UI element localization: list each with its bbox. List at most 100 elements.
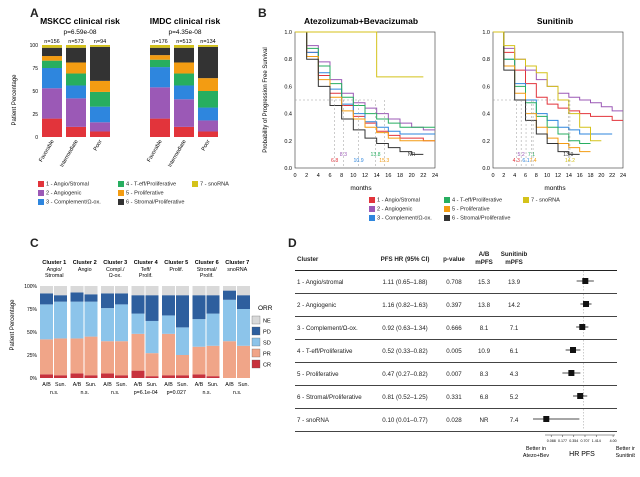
cell-ab: NR	[471, 408, 497, 432]
orr-bar-segment	[192, 346, 206, 375]
panel-b-ylabel: Probability of Progression Free Survival	[263, 47, 269, 152]
header-hr: PFS HR (95% CI)	[373, 248, 437, 271]
stacked-bar-segment	[150, 87, 170, 119]
left-note-line1: Better in	[526, 446, 546, 452]
cluster-name: Cluster 2	[73, 260, 97, 266]
x-tick-label: 16	[385, 173, 391, 179]
forest-header-row: Cluster PFS HR (95% CI) p-value A/B mPFS…	[295, 248, 617, 271]
cell-cluster: 2 - Angiogenic	[295, 293, 373, 317]
orr-bar-segment	[237, 286, 250, 296]
forest-row-plot	[576, 317, 589, 337]
cluster-pvalue: n.s.	[80, 390, 89, 396]
cell-ab: 13.8	[471, 293, 497, 317]
cell-p: 0.028	[437, 408, 471, 432]
cluster-subtitle: Teff/	[141, 267, 152, 273]
cell-sun: 7.1	[497, 316, 531, 340]
forest-axis-label: HR PFS	[569, 451, 595, 458]
orr-bar-segment	[176, 375, 189, 378]
atezo-title: Atezolizumab+Bevacizumab	[304, 16, 418, 26]
cluster-subtitle: Prolif.	[139, 273, 153, 279]
legend-swatch	[38, 199, 44, 205]
hr-point	[543, 416, 550, 422]
orr-bar-segment	[131, 286, 145, 296]
forest-row-plot	[580, 294, 592, 314]
orr-bar-segment	[176, 295, 189, 328]
stacked-bar-segment	[198, 131, 218, 137]
group-n-label: n=156	[44, 39, 59, 45]
cell-p: 0.331	[437, 385, 471, 409]
stacked-bar-segment	[198, 107, 218, 121]
orr-bar-segment	[237, 345, 250, 378]
cell-hr: 1.16 (0.82–1.63)	[373, 293, 437, 317]
sunitinib-title: Sunitinib	[537, 16, 573, 26]
group-n-label: n=513	[176, 39, 191, 45]
stacked-bar-segment	[66, 85, 86, 99]
stacked-bar-segment	[66, 126, 86, 137]
cluster-name: Cluster 7	[225, 260, 249, 266]
hr-point	[577, 393, 584, 399]
legend-label: 2 - Angiogenic	[377, 206, 413, 213]
axis-tick-label: 0.707	[580, 439, 589, 443]
orr-bar-segment	[206, 376, 220, 378]
km-curve	[295, 31, 435, 128]
cell-cluster: 3 - Complement/Ω-ox.	[295, 316, 373, 340]
cell-cluster: 5 - Proliferative	[295, 362, 373, 386]
orr-bar-segment	[70, 338, 84, 374]
orr-bar-segment	[237, 309, 250, 346]
median-label: 6.8	[331, 158, 338, 164]
y-tick-label: 25%	[27, 353, 38, 359]
cluster-name: Cluster 1	[42, 260, 66, 266]
forest-row: 6 - Stromal/Proliferative 0.81 (0.52–1.25…	[295, 385, 617, 409]
axis-tick-label: 0.088	[547, 439, 556, 443]
stacked-bar-segment	[66, 98, 86, 127]
orr-bar-segment	[176, 355, 189, 376]
cell-p: 0.397	[437, 293, 471, 317]
legend-item: 7 - snoRNA	[192, 181, 229, 187]
km-curve	[493, 31, 591, 145]
orr-legend-label: CR	[263, 363, 271, 369]
km-curve	[493, 31, 602, 142]
orr-bar-segment	[70, 286, 84, 293]
category-tick-label: Favorable	[38, 139, 55, 163]
cluster-pvalue: n.s.	[111, 390, 120, 396]
left-note-line2: Atezo+Bev	[523, 453, 550, 459]
stacked-bar-segment	[90, 46, 110, 81]
forest-row: 5 - Proliferative 0.47 (0.27–0.82) 0.007 8.…	[295, 362, 617, 386]
arm-label: A/B	[134, 382, 143, 388]
cell-plot	[531, 316, 617, 340]
legend-item: 2 - Angiogenic	[38, 190, 81, 196]
orr-bar-segment	[115, 293, 128, 305]
stacked-bar-segment	[66, 45, 86, 48]
stacked-bar-segment	[42, 68, 62, 89]
legend-swatch	[369, 215, 375, 221]
stacked-bar-segment	[198, 46, 218, 79]
orr-bar-segment	[70, 292, 84, 302]
orr-bar-segment	[237, 295, 250, 309]
hr-point	[570, 347, 577, 353]
y-tick-label: 0.6	[482, 84, 490, 90]
orr-bar-segment	[84, 294, 98, 302]
right-note-line2: Sunitinib	[616, 453, 635, 459]
panel-a-ylabel: Patient Percentage	[12, 74, 18, 126]
cell-hr: 0.52 (0.33–0.82)	[373, 339, 437, 363]
orr-bar-segment	[223, 299, 236, 342]
legend-label: 6 - Stromal/Proliferative	[126, 199, 185, 206]
legend-item: 4 - T-eff/Proliferative	[444, 197, 502, 203]
cluster-pvalue: n.s.	[233, 390, 242, 396]
stacked-bar-segment	[66, 62, 86, 74]
mskcc-title: MSKCC clinical risk	[40, 16, 120, 26]
cluster-subtitle: Stromal/	[197, 267, 218, 273]
legend-swatch	[118, 199, 124, 205]
stacked-bar-segment	[42, 45, 62, 48]
orr-bar-segment	[54, 375, 67, 378]
cell-ab: 15.3	[471, 270, 497, 294]
orr-bar-segment	[115, 304, 128, 342]
category-tick-label: Poor	[201, 139, 212, 152]
y-tick-label: 50%	[27, 330, 38, 336]
cluster-pvalue: p=0.027	[167, 390, 186, 396]
stacked-bar-segment	[198, 78, 218, 91]
km-curve	[295, 31, 424, 155]
orr-bar-segment	[101, 286, 114, 294]
cell-hr: 0.81 (0.52–1.25)	[373, 385, 437, 409]
arm-label: Sun.	[238, 382, 249, 388]
